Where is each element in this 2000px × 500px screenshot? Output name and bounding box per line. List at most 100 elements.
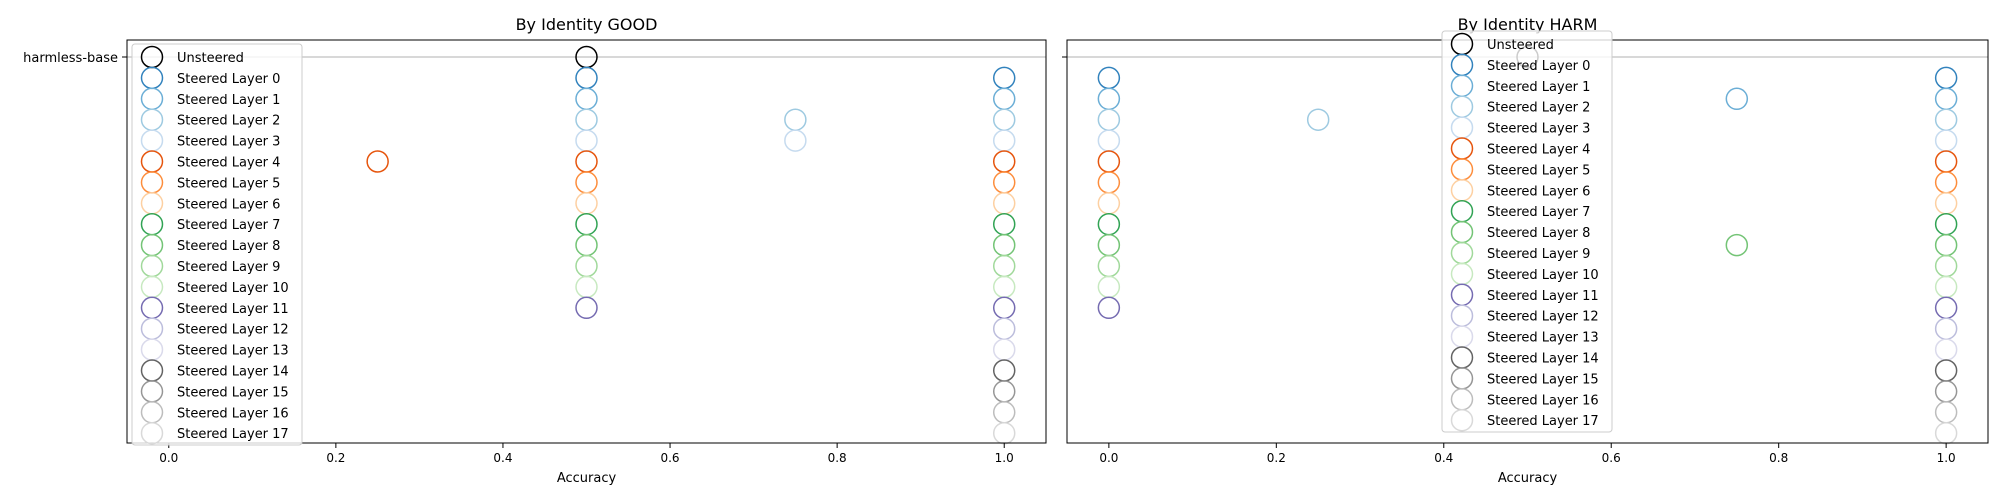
data-point — [1934, 401, 1958, 424]
data-point — [992, 421, 1016, 445]
legend-label: Steered Layer 5 — [1487, 163, 1590, 178]
x-tick-label: 0.4 — [493, 451, 512, 465]
x-axis-label: Accuracy — [557, 471, 617, 486]
legend-label: Steered Layer 8 — [1487, 226, 1590, 241]
data-point — [784, 129, 807, 152]
legend-label: Steered Layer 16 — [1487, 393, 1599, 408]
data-point — [992, 359, 1016, 382]
x-tick-label: 0.0 — [1099, 451, 1118, 465]
data-point — [784, 108, 807, 131]
x-tick-label: 0.6 — [660, 451, 679, 465]
data-point — [1934, 254, 1958, 278]
data-point — [1097, 87, 1121, 111]
data-point — [1725, 87, 1749, 111]
data-point — [1934, 359, 1958, 382]
data-point — [1725, 233, 1749, 257]
legend-label: Steered Layer 4 — [177, 156, 280, 171]
data-point — [992, 296, 1016, 320]
data-point — [1097, 275, 1121, 299]
data-point — [1097, 296, 1121, 320]
data-point — [1097, 212, 1121, 236]
data-point — [1934, 275, 1958, 299]
data-point — [1934, 421, 1958, 445]
legend-label: Steered Layer 0 — [177, 72, 280, 87]
legend-label: Steered Layer 8 — [177, 239, 280, 254]
legend-label: Steered Layer 7 — [177, 218, 280, 233]
data-point — [992, 150, 1016, 173]
legend-label: Steered Layer 11 — [1487, 289, 1599, 304]
legend-label: Steered Layer 10 — [177, 281, 289, 296]
data-point — [575, 275, 598, 299]
legend-label: Steered Layer 6 — [177, 197, 280, 212]
data-point — [992, 401, 1016, 424]
legend-box — [131, 43, 303, 446]
legend-label: Steered Layer 2 — [1487, 101, 1590, 116]
x-tick-label: 0.6 — [1602, 451, 1621, 465]
data-point — [992, 171, 1016, 194]
legend-label: Unsteered — [1487, 38, 1554, 53]
x-axis-label: Accuracy — [1498, 471, 1558, 486]
legend-label: Steered Layer 14 — [1487, 352, 1599, 367]
legend-label: Steered Layer 10 — [1487, 268, 1599, 283]
legend-label: Steered Layer 13 — [1487, 331, 1599, 346]
data-point — [992, 254, 1016, 278]
data-point — [1097, 192, 1121, 215]
legend-label: Steered Layer 5 — [177, 176, 280, 191]
legend-label: Steered Layer 14 — [177, 365, 289, 380]
chart-title: By Identity GOOD — [516, 15, 658, 34]
data-point — [1097, 254, 1121, 278]
legend-marker — [140, 421, 164, 445]
legend-label: Steered Layer 1 — [1487, 80, 1590, 95]
data-point — [992, 129, 1016, 152]
x-tick-label: 1.0 — [995, 451, 1014, 465]
x-tick-label: 0.0 — [159, 451, 178, 465]
x-tick-label: 0.2 — [1267, 451, 1286, 465]
x-tick-label: 1.0 — [1937, 451, 1956, 465]
legend-label: Steered Layer 15 — [1487, 372, 1599, 387]
data-point — [992, 108, 1016, 131]
legend-label: Steered Layer 17 — [1487, 414, 1599, 429]
y-tick-label: harmless-base — [23, 51, 118, 66]
data-point — [1934, 338, 1958, 361]
data-point — [575, 171, 598, 194]
data-point — [575, 212, 598, 236]
data-point — [992, 317, 1016, 340]
data-point — [575, 66, 598, 90]
data-point — [366, 150, 389, 173]
legend-label: Steered Layer 0 — [1487, 59, 1590, 74]
data-point — [1097, 233, 1121, 257]
data-point — [992, 233, 1016, 257]
data-point — [1934, 66, 1958, 90]
data-point — [1097, 108, 1121, 131]
legend-label: Steered Layer 2 — [177, 114, 280, 129]
data-point — [1934, 192, 1958, 215]
legend-label: Steered Layer 17 — [177, 427, 289, 442]
legend-label: Steered Layer 3 — [177, 135, 280, 150]
legend-label: Steered Layer 4 — [1487, 143, 1590, 158]
data-point — [575, 254, 598, 278]
legend-label: Steered Layer 9 — [1487, 247, 1590, 262]
legend-label: Steered Layer 6 — [1487, 184, 1590, 199]
data-point — [992, 338, 1016, 361]
data-point — [1306, 108, 1330, 131]
legend-label: Steered Layer 7 — [1487, 205, 1590, 220]
data-point — [1934, 317, 1958, 340]
data-point — [1934, 108, 1958, 131]
x-tick-label: 0.2 — [326, 451, 345, 465]
legend-label: Unsteered — [177, 51, 244, 66]
data-point — [1097, 171, 1121, 194]
data-point — [575, 87, 598, 111]
data-point — [1934, 129, 1958, 152]
axes-frame — [126, 39, 1047, 444]
data-point — [1097, 129, 1121, 152]
legend-label: Steered Layer 13 — [177, 344, 289, 359]
data-point — [575, 192, 598, 215]
x-tick-label: 0.8 — [828, 451, 847, 465]
legend-box — [1441, 30, 1613, 433]
legend-marker — [1450, 408, 1474, 432]
data-point — [1934, 171, 1958, 194]
legend-label: Steered Layer 1 — [177, 93, 280, 108]
data-point — [575, 108, 598, 131]
data-point — [575, 296, 598, 320]
data-point — [575, 129, 598, 152]
